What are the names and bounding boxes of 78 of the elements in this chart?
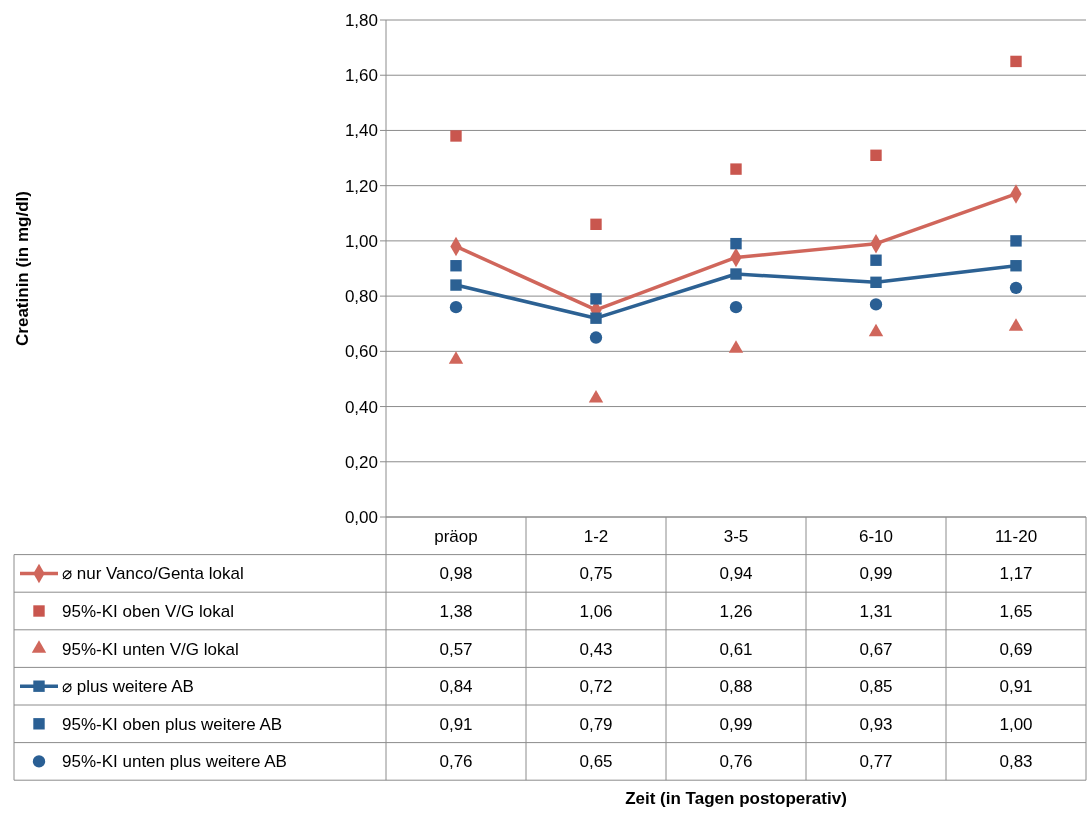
y-tick-label: 0,40: [344, 397, 378, 417]
point: [728, 340, 744, 353]
data-label: 0,94: [719, 564, 753, 584]
legend-label: 95%-KI unten V/G lokal: [62, 639, 239, 659]
y-tick-label: 0,60: [344, 342, 378, 362]
y-tick-label: 1,40: [344, 121, 378, 141]
point: [730, 163, 742, 175]
legend-label: 95%-KI oben V/G lokal: [62, 601, 234, 621]
data-label: 0,65: [579, 752, 613, 772]
data-label: 0,79: [579, 714, 613, 734]
data-label: 0,75: [579, 564, 613, 584]
text: Zeit (in Tagen postoperativ): [625, 789, 847, 809]
point: [1010, 55, 1022, 68]
point: [450, 260, 462, 272]
point: [1008, 318, 1024, 331]
legend-label: ⌀ plus weitere AB: [62, 677, 194, 697]
point: [870, 254, 882, 266]
data-label: 0,93: [859, 714, 893, 734]
data-label: 0,77: [859, 752, 893, 772]
data-label: 1,38: [439, 601, 473, 621]
legend-label: ⌀ nur Vanco/Genta lokal: [62, 564, 244, 584]
point: [868, 323, 884, 337]
data-label: 0,88: [719, 677, 753, 697]
point: [589, 331, 603, 344]
y-tick-label: 0,00: [344, 507, 378, 527]
x-tick-label: 1-2: [583, 526, 609, 546]
point: [590, 218, 602, 231]
point: [1010, 235, 1022, 247]
y-tick-label: 1,20: [344, 176, 378, 196]
x-tick-label: 3-5: [723, 526, 749, 546]
point: [870, 149, 882, 161]
data-label: 0,67: [859, 639, 893, 659]
data-label: 0,76: [439, 752, 473, 772]
data-label: 0,99: [719, 714, 753, 734]
data-label: 0,99: [859, 564, 893, 584]
legend-label: 95%-KI unten plus weitere AB: [62, 752, 287, 772]
y-tick-label: 1,00: [344, 231, 378, 251]
legend-label: 95%-KI oben plus weitere AB: [62, 714, 283, 734]
y-tick-label: 1,60: [344, 66, 378, 86]
point: [729, 300, 743, 314]
point: [869, 298, 883, 311]
y-tick-label: 1,80: [344, 10, 378, 30]
data-label: 0,76: [719, 752, 753, 772]
point: [870, 276, 882, 289]
point: [448, 351, 464, 364]
x-tick-label: 6-10: [858, 526, 894, 546]
point: [1009, 281, 1023, 294]
data-label: 1,31: [859, 601, 893, 621]
data-label: 0,61: [719, 639, 753, 659]
data-label: 0,72: [579, 677, 613, 697]
point: [1010, 260, 1022, 272]
point: [450, 130, 462, 142]
point: [730, 237, 742, 250]
data-label: 0,91: [999, 677, 1033, 697]
x-tick-label: präop: [434, 526, 478, 546]
data-label: 1,26: [719, 601, 753, 621]
data-label: 0,98: [439, 564, 473, 584]
data-label: 1,65: [999, 601, 1033, 621]
data-label: 0,83: [999, 752, 1033, 772]
data-label: 0,69: [999, 639, 1033, 659]
data-label: 0,43: [579, 639, 613, 659]
y-tick-label: 0,80: [344, 287, 378, 307]
data-label: 1,00: [999, 714, 1033, 734]
point: [590, 312, 602, 324]
data-label: 0,84: [439, 677, 473, 697]
data-label: 0,57: [439, 639, 473, 659]
data-label: 1,06: [579, 601, 613, 621]
x-tick-label: 11-20: [994, 526, 1038, 546]
point: [590, 293, 602, 305]
point: [588, 389, 604, 403]
y-tick-label: 0,20: [344, 452, 378, 472]
text: Creatinin (in mg/dl): [13, 191, 32, 346]
data-label: 0,91: [439, 714, 473, 734]
data-label: 0,85: [859, 677, 893, 697]
data-label: 1,17: [999, 564, 1033, 584]
point: [730, 268, 742, 280]
point: [449, 300, 463, 314]
point: [450, 279, 462, 291]
